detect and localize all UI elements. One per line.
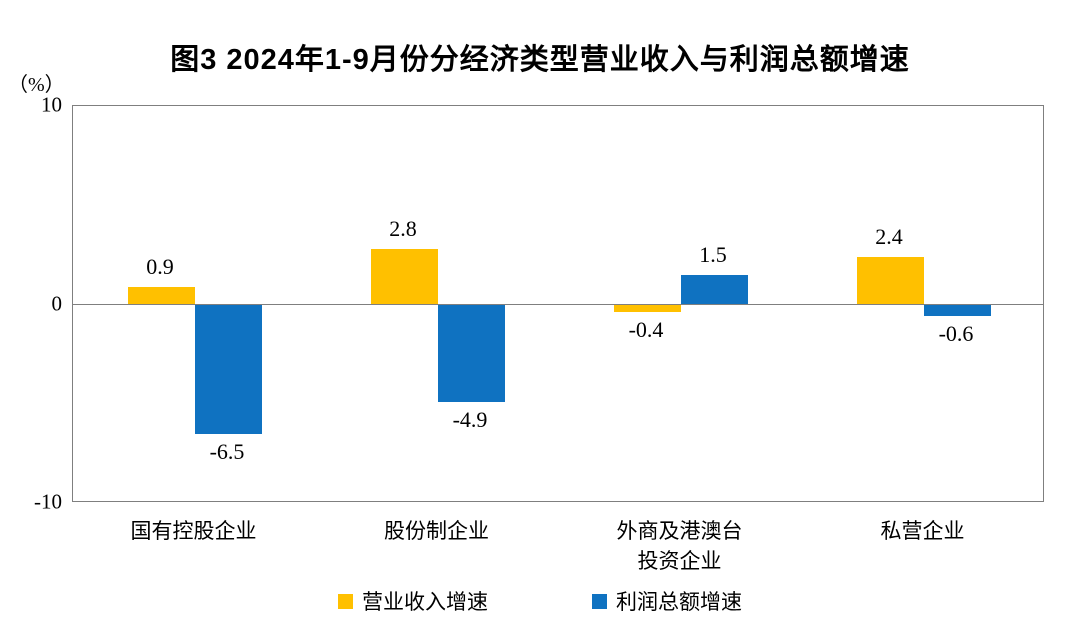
legend-swatch-icon bbox=[338, 593, 353, 609]
bar-value-label: -0.4 bbox=[628, 317, 664, 343]
bar-value-label: 1.5 bbox=[699, 241, 727, 267]
bar-value-label: -0.6 bbox=[938, 321, 974, 347]
y-axis-unit-label: （%） bbox=[8, 74, 65, 96]
legend-item-营业收入增速: 营业收入增速 bbox=[338, 586, 488, 616]
x-axis-label: 国有控股企业 bbox=[130, 519, 257, 543]
bar-利润总额增速-国有控股企业 bbox=[194, 304, 262, 434]
x-axis-label: 私营企业 bbox=[880, 519, 965, 543]
legend-label: 利润总额增速 bbox=[616, 590, 742, 614]
zero-gridline bbox=[73, 304, 1043, 305]
chart-title: 图3 2024年1-9月份分经济类型营业收入与利润总额增速 bbox=[170, 44, 910, 76]
bar-利润总额增速-私营企业 bbox=[923, 304, 991, 317]
x-axis-label: 股份制企业 bbox=[384, 519, 489, 543]
bar-营业收入增速-私营企业 bbox=[856, 256, 924, 305]
legend-swatch-icon bbox=[592, 593, 607, 609]
bar-value-label: 2.4 bbox=[875, 223, 903, 249]
bar-利润总额增速-股份制企业 bbox=[437, 304, 505, 402]
y-axis-tick-label: -10 bbox=[34, 489, 62, 514]
bar-value-label: -4.9 bbox=[452, 406, 488, 432]
bar-营业收入增速-外商及港澳台投资企业 bbox=[613, 304, 681, 313]
bar-value-label: 2.8 bbox=[389, 215, 417, 241]
legend-item-利润总额增速: 利润总额增速 bbox=[592, 586, 742, 616]
legend-label: 营业收入增速 bbox=[362, 590, 488, 614]
bar-营业收入增速-股份制企业 bbox=[370, 248, 438, 305]
bar-value-label: 0.9 bbox=[146, 253, 174, 279]
bar-营业收入增速-国有控股企业 bbox=[127, 286, 195, 305]
y-axis-tick-label: 10 bbox=[41, 92, 62, 117]
x-axis-label: 外商及港澳台 投资企业 bbox=[616, 519, 743, 573]
bar-利润总额增速-外商及港澳台投资企业 bbox=[680, 274, 748, 305]
bar-value-label: -6.5 bbox=[209, 438, 245, 464]
legend: 营业收入增速 利润总额增速 bbox=[0, 586, 1080, 616]
plot-area bbox=[72, 105, 1044, 502]
y-axis-tick-label: 0 bbox=[51, 291, 63, 315]
